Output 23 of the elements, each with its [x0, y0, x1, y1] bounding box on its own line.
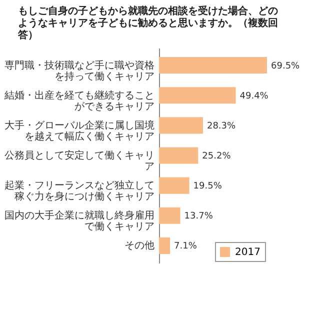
data-label: 28.3%	[206, 121, 236, 132]
bar	[159, 147, 198, 164]
y-tick-label: 専門職・技術職など手に職や資格を持って働くキャリア	[4, 59, 154, 82]
y-tick-label: 大手・グローバル企業に属し国境を越えて幅広く働くキャリア	[4, 119, 154, 142]
bar	[159, 57, 267, 74]
bar	[159, 237, 170, 254]
data-label: 13.7%	[184, 212, 214, 222]
y-tick-label: その他	[124, 240, 154, 252]
y-tick-label: 結婚・出産を経ても継続することができるキャリア	[4, 89, 154, 112]
data-label: 69.5%	[271, 61, 300, 72]
data-label: 19.5%	[193, 182, 222, 192]
y-tick-label: 国内の大手企業に就職し終身雇用で働くキャリア	[4, 210, 154, 233]
data-label: 49.4%	[240, 91, 269, 102]
legend-label: 2017	[235, 247, 260, 258]
y-tick-label: 起業・フリーランスなど独立して稼ぐ力を身につけ働くキャリア	[4, 180, 154, 203]
y-tick-label: 公務員として安定して働くキャリア	[4, 150, 154, 172]
data-label: 7.1%	[174, 242, 198, 252]
chart-title: もしご自身の子どもから就職先の相談を受けた場合、どのようなキャリアを子どもに勧めると思いますか。（複数回答）	[17, 5, 278, 41]
data-label: 25.2%	[202, 152, 232, 162]
bar	[159, 177, 190, 194]
bar	[159, 87, 236, 104]
bar	[159, 117, 203, 134]
bar	[159, 207, 180, 224]
